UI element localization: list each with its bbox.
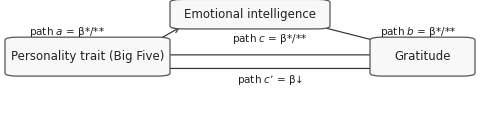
Text: path $c$ = β*/**: path $c$ = β*/** [232,32,308,46]
FancyBboxPatch shape [5,37,170,76]
Text: path $c$’ = β↓: path $c$’ = β↓ [237,73,303,87]
Text: path $a$ = β*/**: path $a$ = β*/** [29,25,105,39]
FancyBboxPatch shape [370,37,475,76]
Text: Gratitude: Gratitude [394,50,451,63]
FancyBboxPatch shape [170,0,330,29]
Text: Personality trait (Big Five): Personality trait (Big Five) [11,50,164,63]
Text: path $b$ = β*/**: path $b$ = β*/** [380,25,456,39]
Text: Emotional intelligence: Emotional intelligence [184,8,316,21]
